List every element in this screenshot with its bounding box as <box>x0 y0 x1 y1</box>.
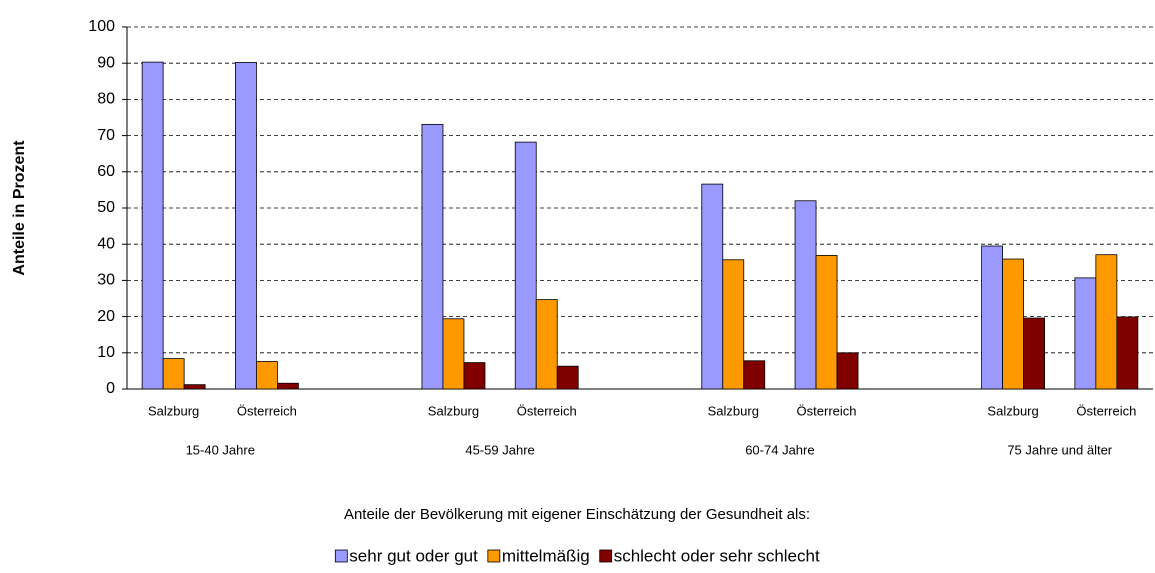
y-tick-label: 40 <box>97 235 115 252</box>
bar <box>1095 254 1118 390</box>
bar <box>981 245 1003 390</box>
bar <box>162 358 185 390</box>
y-tick-label: 30 <box>97 272 115 289</box>
legend-swatch <box>487 549 501 563</box>
bar <box>442 318 465 390</box>
y-tick-label: 0 <box>106 380 115 397</box>
bar <box>743 360 766 390</box>
bar <box>183 384 206 390</box>
x-tick-label: Österreich <box>797 403 857 418</box>
bar <box>1116 316 1139 390</box>
y-axis-title: Anteile in Prozent <box>11 140 28 276</box>
bar <box>463 362 486 390</box>
legend-swatch <box>334 549 348 563</box>
legend-label: schlecht oder sehr schlecht <box>614 546 820 565</box>
bar <box>421 123 444 390</box>
y-tick-label: 20 <box>97 308 115 325</box>
x-tick-label: Salzburg <box>148 403 199 418</box>
bar <box>256 361 278 390</box>
bar <box>514 141 537 390</box>
group-label: 15-40 Jahre <box>186 442 255 457</box>
bar <box>815 255 838 390</box>
bar <box>701 183 724 390</box>
bar <box>836 352 859 390</box>
group-label: 60-74 Jahre <box>745 442 814 457</box>
x-tick-label: Österreich <box>1076 403 1136 418</box>
bar <box>794 200 817 390</box>
group-label: 45-59 Jahre <box>465 442 534 457</box>
bar <box>1074 277 1097 390</box>
group-label: 75 Jahre und älter <box>1007 442 1112 457</box>
x-tick-label: Salzburg <box>428 403 479 418</box>
bar <box>556 365 579 390</box>
x-tick-label: Österreich <box>237 403 297 418</box>
bar <box>277 382 299 390</box>
legend-label: mittelmäßig <box>502 546 590 565</box>
y-tick-label: 70 <box>97 127 115 144</box>
y-tick-label: 10 <box>97 344 115 361</box>
y-tick-label: 50 <box>97 199 115 216</box>
bar <box>535 299 558 390</box>
y-tick-label: 80 <box>97 91 115 108</box>
legend-swatch <box>599 549 613 563</box>
x-tick-label: Salzburg <box>708 403 759 418</box>
x-tick-label: Salzburg <box>987 403 1038 418</box>
legend-label: sehr gut oder gut <box>349 546 478 565</box>
y-tick-label: 100 <box>88 18 115 35</box>
y-tick-label: 60 <box>97 163 115 180</box>
bar <box>141 61 164 390</box>
bar <box>1002 258 1024 390</box>
bar <box>1023 317 1045 390</box>
x-tick-label: Österreich <box>517 403 577 418</box>
x-axis-title: Anteile der Bevölkerung mit eigener Eins… <box>344 506 810 523</box>
bar <box>722 259 745 390</box>
y-tick-label: 90 <box>97 54 115 71</box>
bar <box>235 62 257 390</box>
